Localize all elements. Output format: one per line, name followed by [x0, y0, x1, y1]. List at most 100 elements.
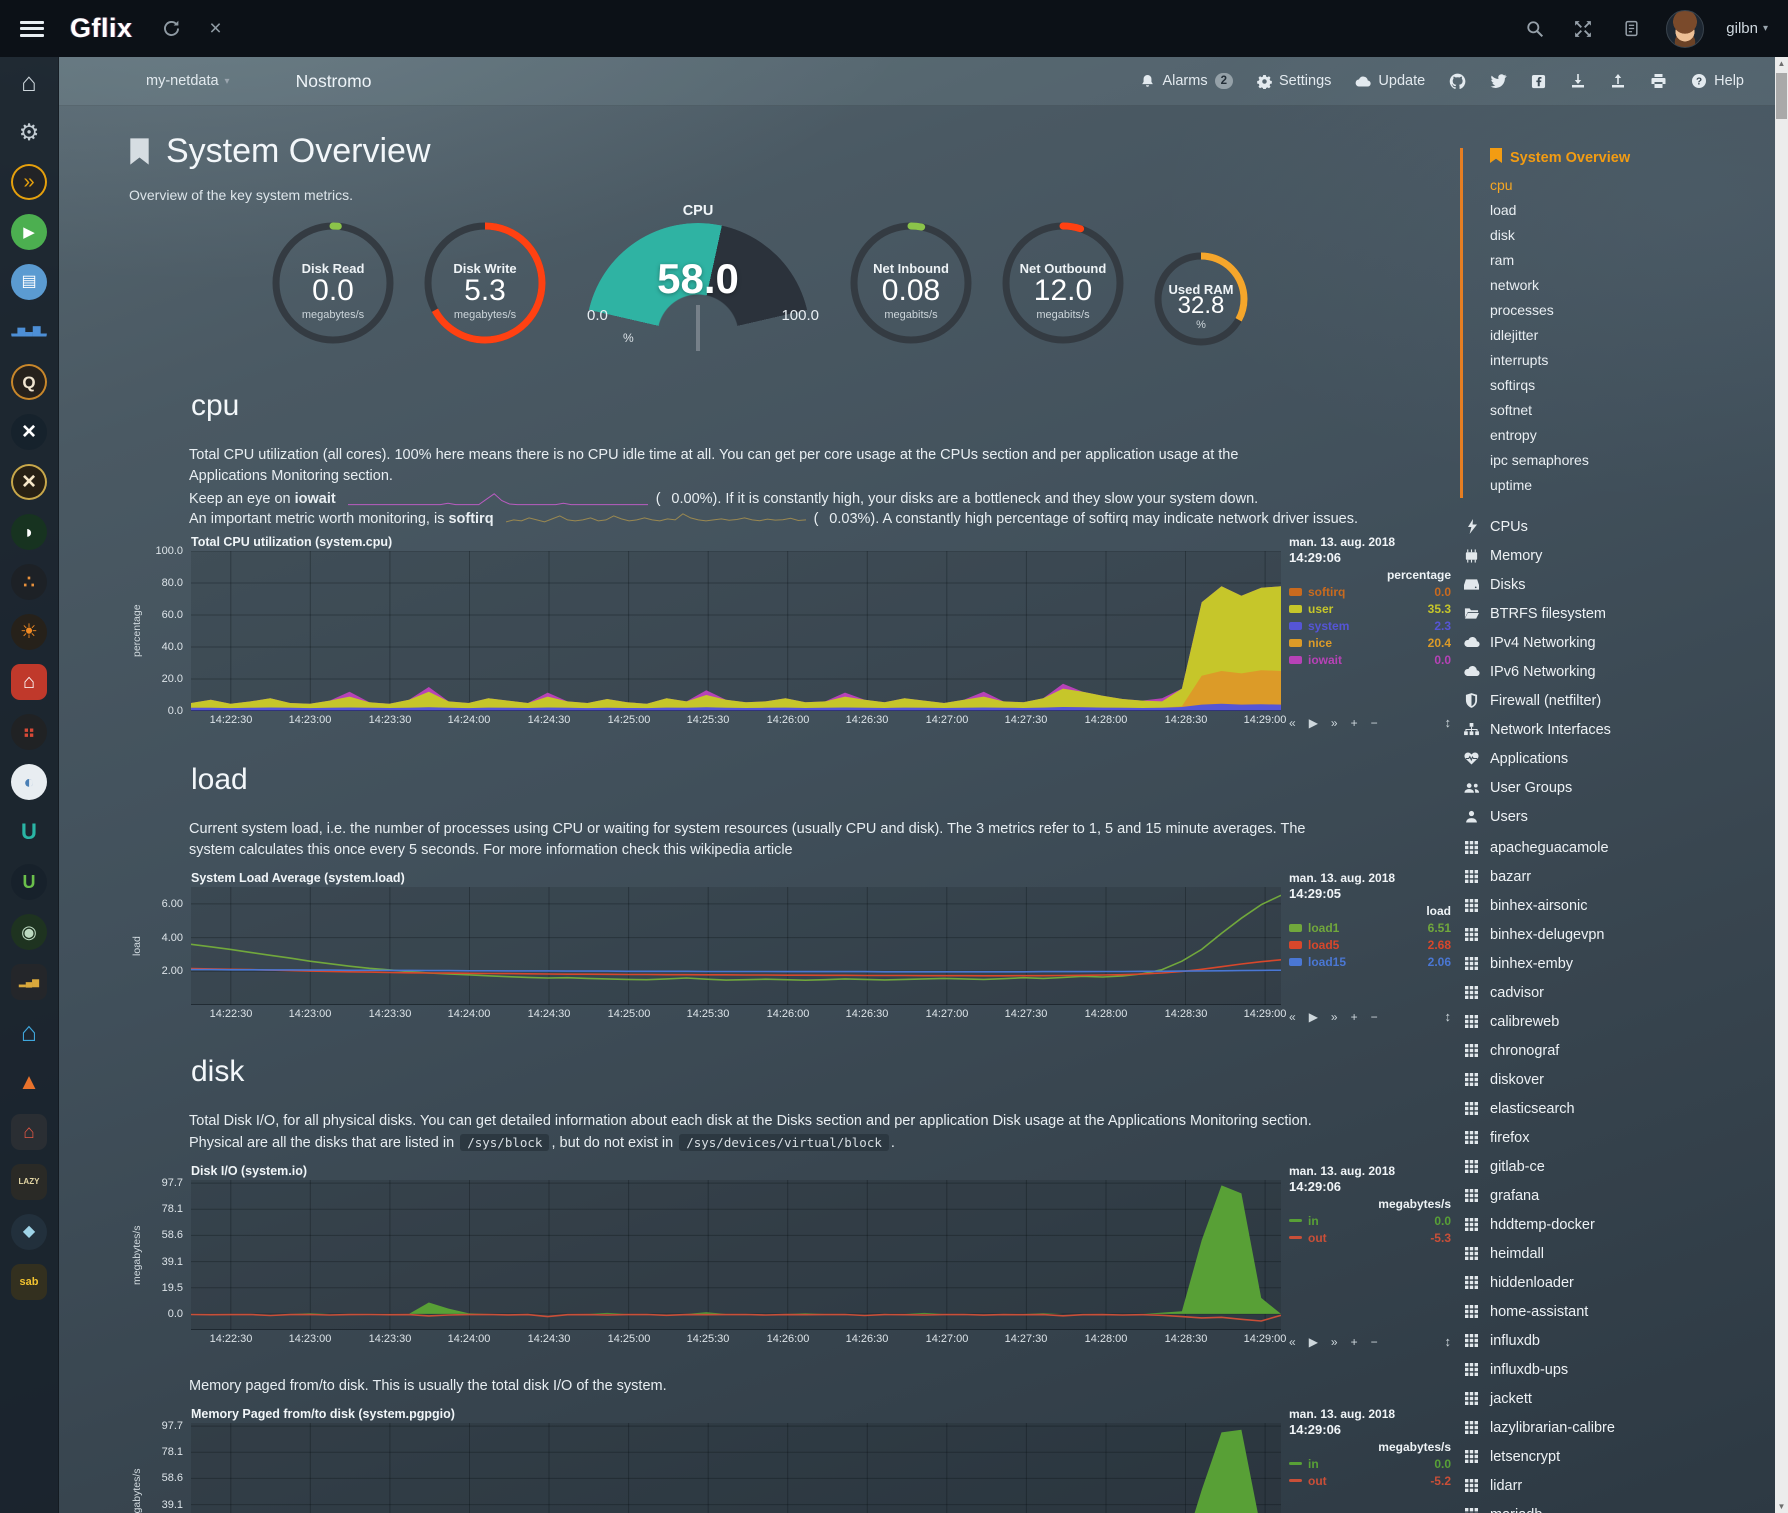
- toc-item-softnet[interactable]: softnet: [1490, 398, 1713, 423]
- import-button[interactable]: [1570, 73, 1586, 89]
- disk-chart-canvas[interactable]: [191, 1180, 1281, 1330]
- load-legend-load1[interactable]: load16.51: [1289, 919, 1451, 936]
- toc-item-interrupts[interactable]: interrupts: [1490, 348, 1713, 373]
- toc-app-binhex-delugevpn[interactable]: binhex-delugevpn: [1463, 920, 1713, 949]
- settings-button[interactable]: Settings: [1257, 73, 1331, 89]
- load-tool-pan-right[interactable]: »: [1331, 1010, 1338, 1024]
- toc-app-home-assistant[interactable]: home-assistant: [1463, 1297, 1713, 1326]
- toc-app-lidarr[interactable]: lidarr: [1463, 1471, 1713, 1500]
- toc-app-mariadb[interactable]: mariadb: [1463, 1500, 1713, 1513]
- toc-section-memory[interactable]: Memory: [1463, 541, 1713, 570]
- facebook-button[interactable]: [1531, 74, 1546, 89]
- disk-legend-in[interactable]: in0.0: [1289, 1212, 1451, 1229]
- cpu-resize-handle[interactable]: ↕: [1445, 715, 1452, 730]
- scrollbar-up-arrow[interactable]: ▲: [1775, 59, 1788, 68]
- toc-item-idlejitter[interactable]: idlejitter: [1490, 323, 1713, 348]
- cpu-tool-pan-right[interactable]: »: [1331, 716, 1338, 730]
- toc-app-apacheguacamole[interactable]: apacheguacamole: [1463, 833, 1713, 862]
- hamburger-menu-icon[interactable]: [20, 21, 44, 37]
- user-menu[interactable]: gilbn ▾: [1726, 20, 1768, 37]
- toc-app-binhex-airsonic[interactable]: binhex-airsonic: [1463, 891, 1713, 920]
- toc-system-overview[interactable]: System Overview: [1490, 148, 1713, 167]
- toc-item-load[interactable]: load: [1490, 198, 1713, 223]
- rail-app-grafana[interactable]: ☀: [0, 607, 58, 657]
- refresh-icon[interactable]: [159, 16, 185, 42]
- toc-app-hiddenloader[interactable]: hiddenloader: [1463, 1268, 1713, 1297]
- update-button[interactable]: Update: [1355, 73, 1425, 89]
- toc-section-ipv6-networking[interactable]: IPv6 Networking: [1463, 657, 1713, 686]
- toc-item-disk[interactable]: disk: [1490, 223, 1713, 248]
- rail-app-chronograf[interactable]: ∴: [0, 557, 58, 607]
- load-legend-load5[interactable]: load52.68: [1289, 936, 1451, 953]
- rail-home-icon[interactable]: ⌂: [0, 57, 58, 107]
- cpu-legend-nice[interactable]: nice20.4: [1289, 634, 1451, 651]
- toc-item-softirqs[interactable]: softirqs: [1490, 373, 1713, 398]
- changelog-icon[interactable]: [1618, 16, 1644, 42]
- toc-item-uptime[interactable]: uptime: [1490, 473, 1713, 498]
- toc-app-heimdall[interactable]: heimdall: [1463, 1239, 1713, 1268]
- twitter-button[interactable]: [1490, 74, 1507, 89]
- pgpgio-chart-canvas[interactable]: [191, 1423, 1281, 1513]
- cpu-chart-canvas[interactable]: [191, 551, 1281, 711]
- iowait-sparkline[interactable]: [348, 491, 648, 507]
- toc-section-users[interactable]: Users: [1463, 802, 1713, 831]
- alarms-button[interactable]: Alarms 2: [1140, 73, 1233, 89]
- load-resize-handle[interactable]: ↕: [1445, 1009, 1452, 1024]
- rail-app-ubooquity[interactable]: U: [0, 807, 58, 857]
- rail-app-lazylibrarian[interactable]: LAZY: [0, 1157, 58, 1207]
- rail-settings-icon[interactable]: ⚙: [0, 107, 58, 157]
- cpu-tool-play[interactable]: ▶: [1309, 716, 1318, 730]
- disk-legend-out[interactable]: out-5.3: [1289, 1229, 1451, 1246]
- toc-app-gitlab-ce[interactable]: gitlab-ce: [1463, 1152, 1713, 1181]
- toc-app-calibreweb[interactable]: calibreweb: [1463, 1007, 1713, 1036]
- github-button[interactable]: [1449, 73, 1466, 90]
- print-button[interactable]: [1650, 73, 1667, 89]
- rail-app-influxdb[interactable]: ◆: [0, 1207, 58, 1257]
- rail-app-sabnzbd[interactable]: sab: [0, 1257, 58, 1307]
- rail-app-monitorr[interactable]: ⠶: [0, 707, 58, 757]
- toc-app-jackett[interactable]: jackett: [1463, 1384, 1713, 1413]
- toc-app-binhex-emby[interactable]: binhex-emby: [1463, 949, 1713, 978]
- toc-app-influxdb[interactable]: influxdb: [1463, 1326, 1713, 1355]
- server-dropdown[interactable]: my-netdata ▾: [146, 73, 230, 89]
- toc-app-hddtemp-docker[interactable]: hddtemp-docker: [1463, 1210, 1713, 1239]
- fullscreen-icon[interactable]: [1570, 16, 1596, 42]
- rail-app-jackett[interactable]: Q: [0, 357, 58, 407]
- toc-section-ipv4-networking[interactable]: IPv4 Networking: [1463, 628, 1713, 657]
- rail-app-gitlab[interactable]: ▲: [0, 1057, 58, 1107]
- toc-section-btrfs-filesystem[interactable]: BTRFS filesystem: [1463, 599, 1713, 628]
- rail-app-plex[interactable]: »: [0, 157, 58, 207]
- rail-app-webtools[interactable]: ◉: [0, 907, 58, 957]
- toc-section-disks[interactable]: Disks: [1463, 570, 1713, 599]
- rail-app-bazarr[interactable]: ×: [0, 457, 58, 507]
- load-chart-canvas[interactable]: [191, 887, 1281, 1005]
- toc-app-diskover[interactable]: diskover: [1463, 1065, 1713, 1094]
- rail-app-netdata[interactable]: ⌂: [0, 657, 58, 707]
- toc-section-cpus[interactable]: CPUs: [1463, 512, 1713, 541]
- rail-app-heimdall[interactable]: ⌂: [0, 1107, 58, 1157]
- search-icon[interactable]: [1522, 16, 1548, 42]
- disk-resize-handle[interactable]: ↕: [1445, 1334, 1452, 1349]
- rail-app-calibre-web[interactable]: ▤: [0, 257, 58, 307]
- scrollbar-down-arrow[interactable]: ▼: [1775, 1502, 1788, 1511]
- load-tool-play[interactable]: ▶: [1309, 1010, 1318, 1024]
- load-tool-pan-left[interactable]: «: [1289, 1010, 1296, 1024]
- rail-app-deluge[interactable]: ◗: [0, 507, 58, 557]
- rail-app-sonarr[interactable]: ×: [0, 407, 58, 457]
- user-avatar[interactable]: [1666, 10, 1704, 48]
- load-tool-zoom-out[interactable]: −: [1371, 1010, 1378, 1024]
- cpu-legend-iowait[interactable]: iowait0.0: [1289, 651, 1451, 668]
- rail-app-home-assistant[interactable]: ⌂: [0, 1007, 58, 1057]
- help-button[interactable]: ? Help: [1691, 73, 1744, 89]
- disk-tool-pan-right[interactable]: »: [1331, 1335, 1338, 1349]
- toc-app-letsencrypt[interactable]: letsencrypt: [1463, 1442, 1713, 1471]
- toc-item-network[interactable]: network: [1490, 273, 1713, 298]
- export-button[interactable]: [1610, 73, 1626, 89]
- cpu-tool-zoom-in[interactable]: +: [1351, 716, 1358, 730]
- scrollbar-thumb[interactable]: [1776, 73, 1787, 119]
- toc-section-user-groups[interactable]: User Groups: [1463, 773, 1713, 802]
- disk-tool-pan-left[interactable]: «: [1289, 1335, 1296, 1349]
- toc-section-network-interfaces[interactable]: Network Interfaces: [1463, 715, 1713, 744]
- toc-item-processes[interactable]: processes: [1490, 298, 1713, 323]
- toc-app-influxdb-ups[interactable]: influxdb-ups: [1463, 1355, 1713, 1384]
